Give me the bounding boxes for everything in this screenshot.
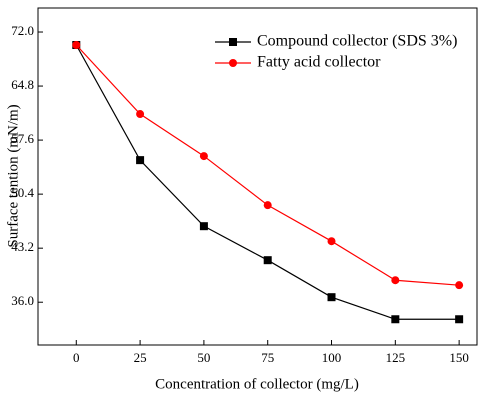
y-axis-label: Surface tention (mN/m) xyxy=(5,104,21,247)
marker xyxy=(455,281,464,290)
x-tick-label: 25 xyxy=(134,350,147,365)
marker xyxy=(391,315,400,324)
y-tick-label: 36.0 xyxy=(11,293,34,308)
legend-label: Fatty acid collector xyxy=(257,54,381,71)
marker xyxy=(136,110,145,119)
x-tick-label: 0 xyxy=(73,350,80,365)
marker xyxy=(199,152,208,161)
x-axis-label: Concentration of collector (mg/L) xyxy=(155,376,359,392)
marker xyxy=(229,59,237,67)
x-tick-label: 100 xyxy=(322,350,342,365)
marker xyxy=(229,38,237,46)
marker xyxy=(391,276,400,285)
legend-label: Compound collector (SDS 3%) xyxy=(257,33,457,50)
x-tick-label: 50 xyxy=(197,350,210,365)
marker xyxy=(136,156,145,165)
y-tick-label: 50.4 xyxy=(11,185,34,200)
marker xyxy=(327,237,336,246)
marker xyxy=(199,222,208,231)
series-line xyxy=(75,44,460,286)
series-line xyxy=(75,44,460,320)
marker xyxy=(263,201,272,210)
x-tick-label: 125 xyxy=(386,350,406,365)
marker xyxy=(327,293,336,302)
marker xyxy=(455,315,464,324)
marker xyxy=(263,256,272,265)
y-tick-label: 43.2 xyxy=(11,239,34,254)
y-tick-label: 72.0 xyxy=(11,23,34,38)
x-tick-label: 150 xyxy=(449,350,469,365)
x-tick-label: 75 xyxy=(261,350,274,365)
y-tick-label: 57.6 xyxy=(11,131,34,146)
plot-frame xyxy=(37,7,478,346)
marker xyxy=(72,41,81,50)
y-tick-label: 64.8 xyxy=(11,77,34,92)
